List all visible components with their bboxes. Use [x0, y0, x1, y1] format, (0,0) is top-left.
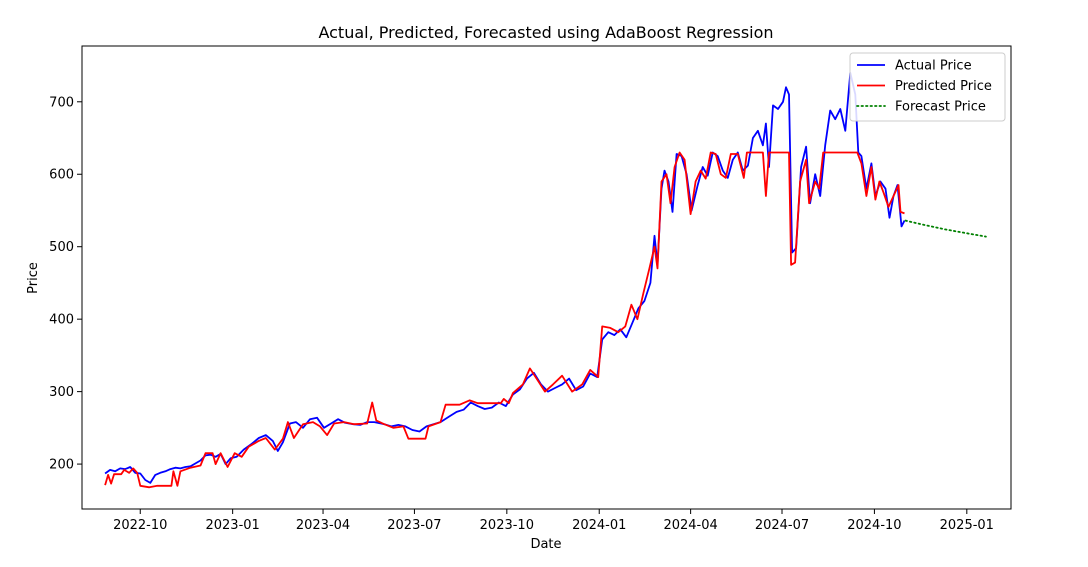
x-tick-label: 2023-04	[296, 518, 350, 533]
x-axis-ticks: 2022-10 2023-01 2023-04 2023-07 2023-10 2024-…	[113, 509, 994, 533]
y-tick-label: 600	[49, 168, 74, 183]
x-tick-label: 2023-10	[480, 518, 534, 533]
plot-frame	[81, 45, 1012, 510]
x-tick-label: 2024-04	[663, 518, 717, 533]
legend: Actual Price Predicted Price Forecast Pric…	[849, 52, 1006, 122]
legend-box	[849, 52, 1006, 122]
series-line-predicted-price	[104, 151, 905, 489]
y-tick-label: 200	[49, 458, 74, 473]
legend-label-forecast-price: Forecast Price	[895, 100, 986, 115]
x-tick-label: 2023-01	[205, 518, 259, 533]
x-tick-label: 2023-07	[387, 518, 441, 533]
y-tick-label: 500	[49, 240, 74, 255]
legend-label-predicted-price: Predicted Price	[895, 79, 992, 94]
y-axis-title: Price	[26, 262, 41, 294]
y-tick-label: 300	[49, 385, 74, 400]
series-lines	[104, 71, 987, 489]
x-tick-label: 2024-07	[755, 518, 809, 533]
legend-label-actual-price: Actual Price	[895, 59, 972, 74]
x-tick-label: 2024-10	[847, 518, 901, 533]
x-axis-title: Date	[530, 537, 561, 552]
y-tick-label: 700	[49, 95, 74, 110]
y-tick-label: 400	[49, 313, 74, 328]
series-line-forecast-price	[904, 219, 987, 238]
x-tick-label: 2022-10	[113, 518, 167, 533]
y-axis-ticks: 200 300 400 500 600 700	[49, 95, 82, 473]
x-tick-label: 2025-01	[940, 518, 994, 533]
chart-title: Actual, Predicted, Forecasted using AdaB…	[318, 23, 773, 42]
x-tick-label: 2024-01	[572, 518, 626, 533]
